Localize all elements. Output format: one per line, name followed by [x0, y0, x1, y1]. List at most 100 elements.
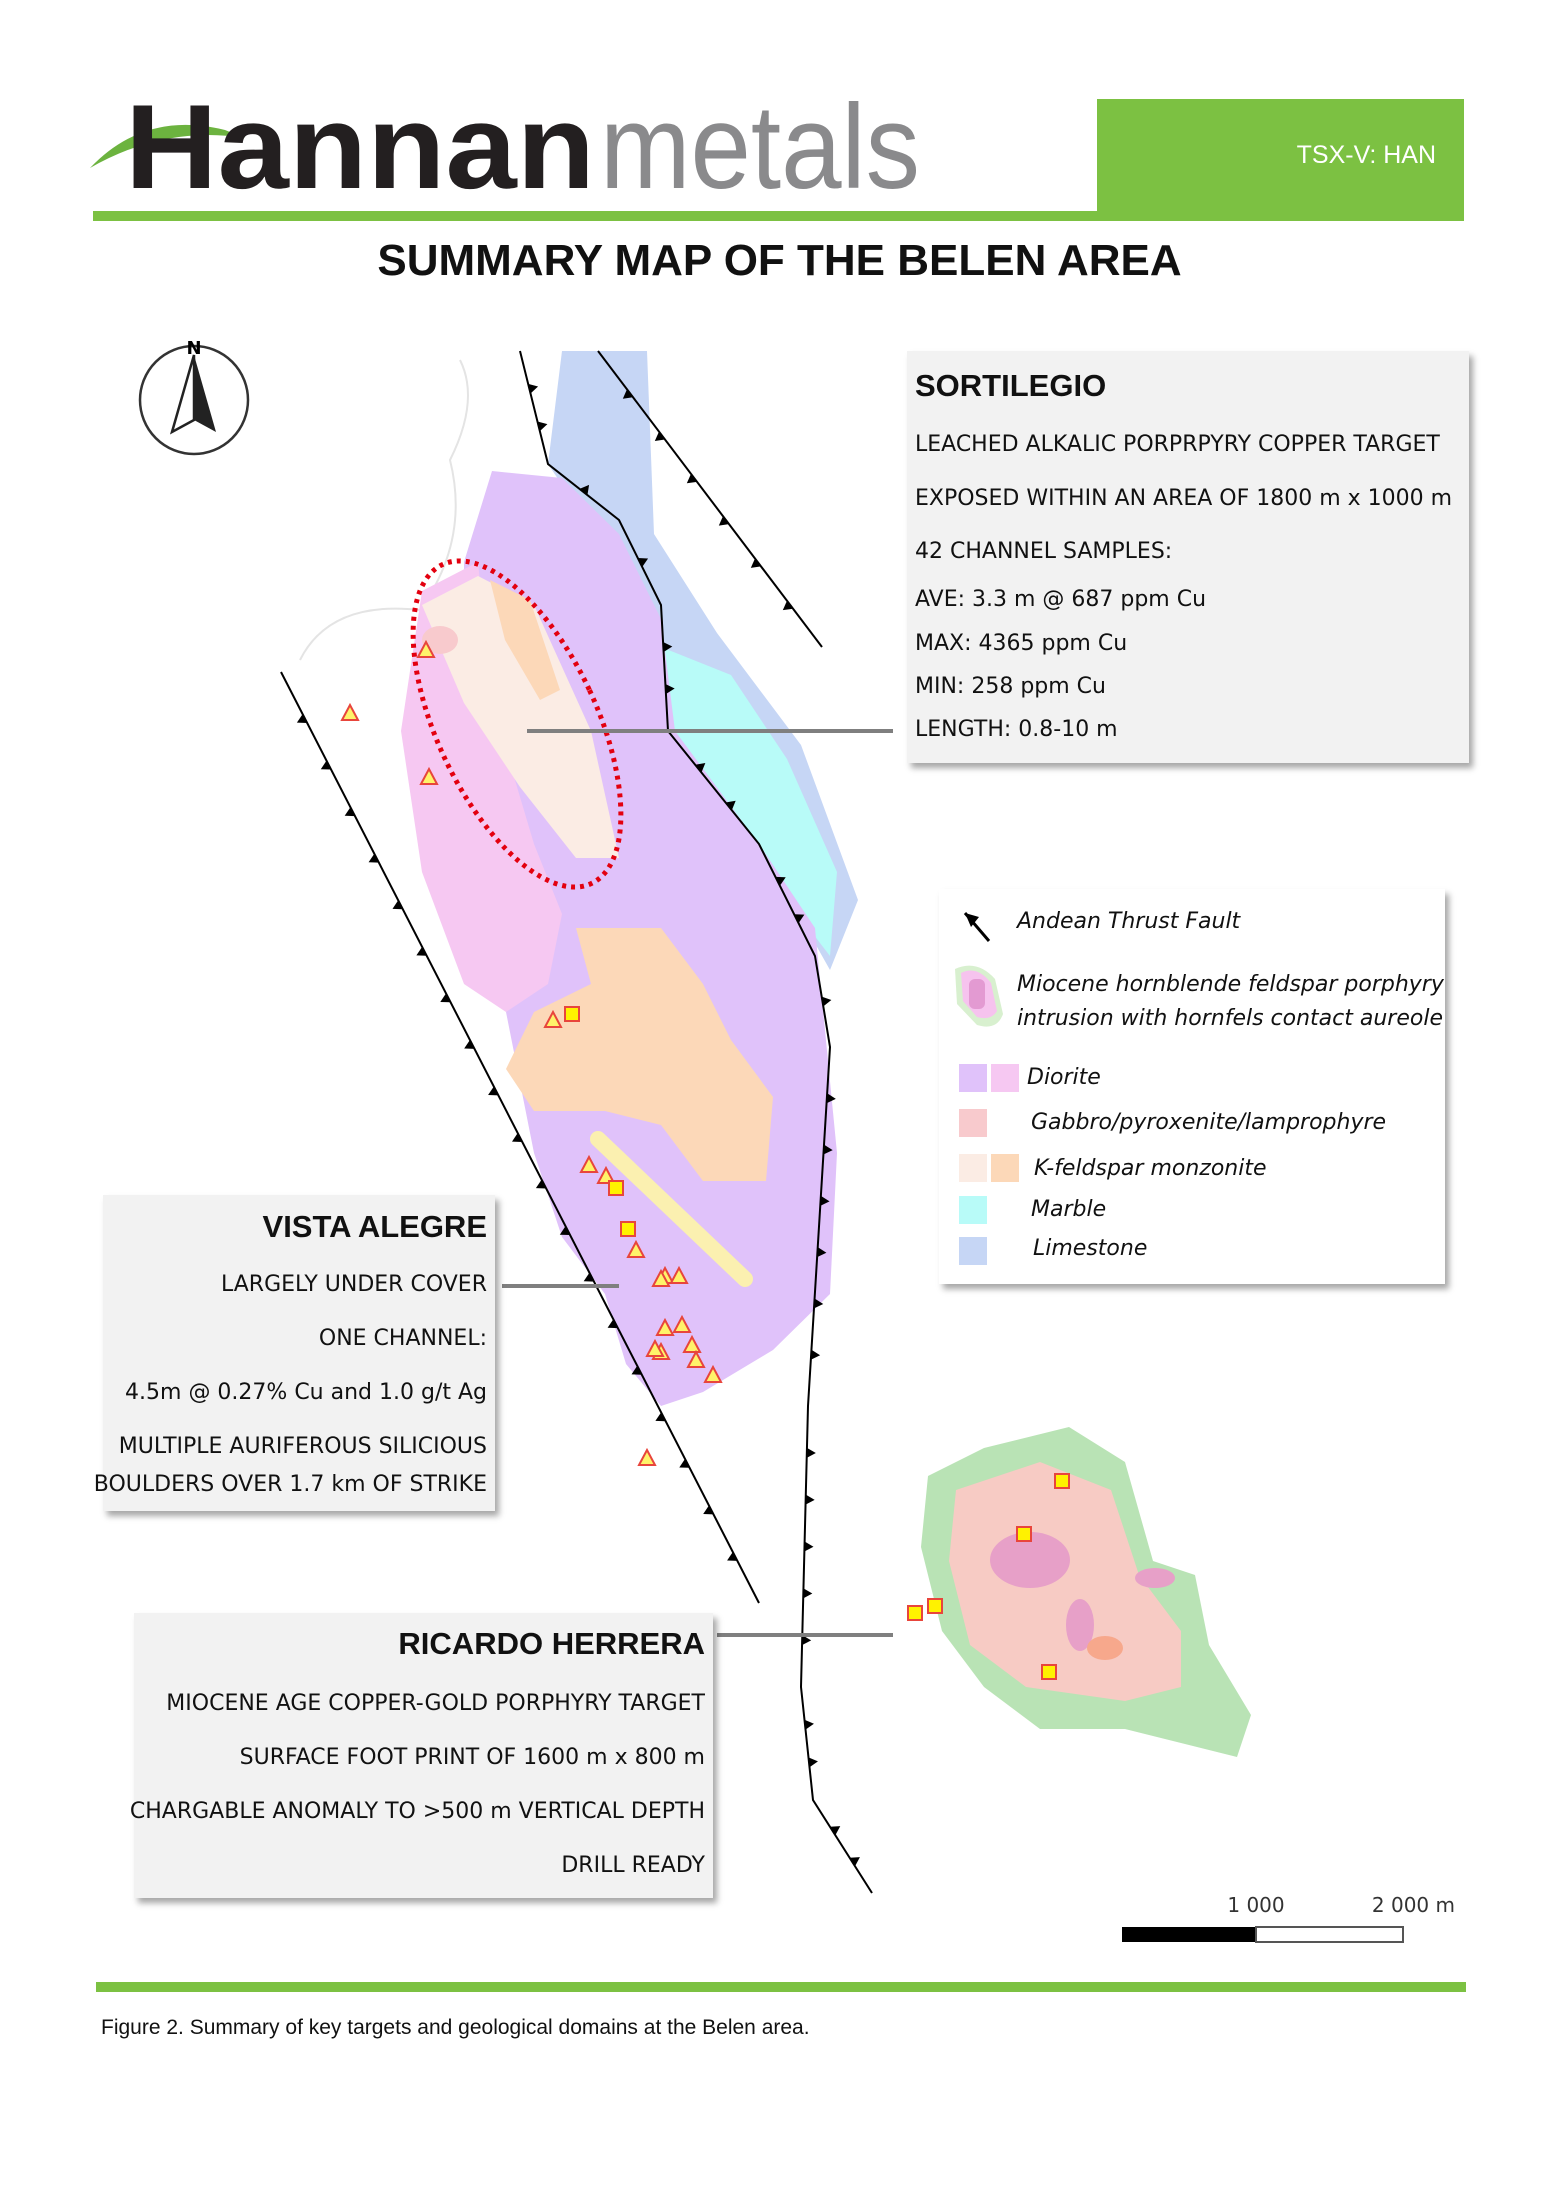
scale-bar-filled	[1122, 1927, 1256, 1942]
ricardo-herrera-line: CHARGABLE ANOMALY TO >500 m VERTICAL DEP…	[129, 1799, 705, 1824]
thrust-tick	[804, 1719, 814, 1730]
sample-square-marker	[1016, 1526, 1032, 1542]
legend-label: Miocene hornblende feldspar porphyry	[1017, 972, 1444, 997]
sortilegio-line: LEACHED ALKALIC PORPRPYRY COPPER TARGET	[915, 432, 1440, 457]
legend-label: K-feldspar monzonite	[1034, 1156, 1267, 1181]
sample-square-marker	[620, 1221, 636, 1237]
footer-rule	[96, 1982, 1466, 1992]
sortilegio-target-outline	[410, 558, 624, 890]
sample-square-marker	[564, 1006, 580, 1022]
thrust-tick	[703, 1505, 714, 1515]
vista-alegre-line: 4.5m @ 0.27% Cu and 1.0 g/t Ag	[125, 1380, 487, 1405]
sample-square-marker	[907, 1605, 923, 1621]
marble-unit	[661, 647, 837, 956]
channel-sample-marker	[637, 1447, 657, 1466]
thrust-tick	[782, 600, 794, 611]
thrust-tick	[296, 714, 308, 723]
channel-sample-marker	[596, 1165, 616, 1184]
thrust-tick	[829, 1826, 841, 1836]
k-feldspar-orange-swatch	[991, 1154, 1019, 1182]
sample-square-marker	[1054, 1473, 1070, 1489]
logo-swoosh-icon	[90, 124, 245, 168]
porphyry-core	[1135, 1568, 1175, 1588]
silicious-boulders-trend	[590, 1131, 753, 1287]
channel-sample-marker	[419, 766, 439, 785]
header-rule	[93, 211, 1464, 221]
ricardo-herrera-callout: RICARDO HERRERA MIOCENE AGE COPPER-GOLD …	[130, 1613, 713, 1898]
thrust-tick	[663, 642, 673, 652]
thrust-tick	[802, 1635, 812, 1646]
k-feldspar-orange-unit	[506, 928, 773, 1181]
thrust-tick	[805, 1494, 815, 1505]
thrust-tick	[320, 760, 332, 770]
gabbro-swatch	[959, 1109, 987, 1137]
thrust-tick	[528, 383, 539, 394]
thrust-tick	[579, 484, 590, 496]
logo-text-light: metals	[600, 90, 920, 200]
thrust-tick	[631, 1365, 642, 1375]
sample-square-marker	[927, 1598, 943, 1614]
thrust-tick	[750, 558, 762, 568]
porphyry-core	[1066, 1599, 1094, 1651]
thrust-tick	[344, 807, 355, 817]
porphyry-core	[1087, 1636, 1123, 1660]
scale-label-2000: 2 000 m	[1372, 1893, 1455, 1917]
sample-square-marker	[1041, 1664, 1057, 1680]
channel-sample-marker	[626, 1239, 646, 1258]
channel-sample-marker	[686, 1349, 706, 1368]
sortilegio-line: EXPOSED WITHIN AN AREA OF 1800 m x 1000 …	[915, 486, 1453, 511]
thrust-tick	[817, 1247, 827, 1258]
thrust-tick	[686, 473, 698, 484]
sortilegio-line: AVE: 3.3 m @ 687 ppm Cu	[915, 587, 1207, 612]
diorite-pink-unit	[401, 562, 562, 1012]
channel-sample-marker	[655, 1317, 675, 1336]
legend-label: Diorite	[1027, 1065, 1101, 1090]
channel-sample-marker	[651, 1268, 671, 1287]
scale-bar-empty	[1255, 1926, 1404, 1943]
gabbro-patch	[422, 626, 458, 654]
channel-sample-marker	[543, 1009, 563, 1028]
thrust-tick	[775, 876, 786, 886]
map-legend: Andean Thrust Fault Miocene hornblende f…	[939, 889, 1445, 1284]
limestone-swatch	[959, 1237, 987, 1265]
thrust-tick	[808, 1757, 818, 1768]
thrust-fault-line	[597, 350, 823, 648]
vista-alegre-line: BOULDERS OVER 1.7 km OF STRIKE	[93, 1472, 487, 1497]
thrust-fault-icon	[963, 912, 991, 942]
thrust-tick	[655, 1412, 666, 1422]
diorite-pink-swatch	[991, 1064, 1019, 1092]
channel-sample-marker	[579, 1154, 599, 1173]
ticker-label: TSX-V: HAN	[1296, 141, 1436, 169]
thrust-tick	[368, 853, 379, 863]
thrust-tick	[416, 946, 427, 956]
marble-swatch	[959, 1196, 987, 1224]
thrust-tick	[810, 1349, 821, 1360]
sortilegio-line: MAX: 4365 ppm Cu	[915, 631, 1128, 656]
vista-alegre-line: ONE CHANNEL:	[318, 1326, 487, 1351]
thrust-tick	[803, 1588, 813, 1599]
thrust-tick	[806, 1447, 816, 1458]
diorite-swatch	[959, 1064, 987, 1092]
hannan-metals-logo: Hannan metals	[90, 90, 920, 200]
channel-sample-marker	[416, 639, 436, 658]
thrust-tick	[665, 684, 675, 694]
thrust-tick	[535, 1179, 547, 1189]
legend-label: Gabbro/pyroxenite/lamprophyre	[1031, 1110, 1387, 1135]
thrust-tick	[725, 800, 736, 811]
sortilegio-title: SORTILEGIO	[915, 368, 1107, 403]
vista-alegre-callout: VISTA ALEGRE LARGELY UNDER COVER ONE CHA…	[94, 1195, 495, 1511]
channel-sample-marker	[703, 1364, 723, 1383]
thrust-tick	[511, 1133, 523, 1142]
thrust-tick	[559, 1226, 571, 1236]
thrust-tick	[679, 1458, 690, 1468]
sortilegio-line: MIN: 258 ppm Cu	[915, 674, 1106, 699]
thrust-tick	[718, 516, 730, 526]
logo-text-dark: Hannan	[125, 90, 595, 200]
thrust-tick	[826, 1093, 836, 1104]
thrust-tick	[804, 1541, 814, 1552]
sortilegio-callout: SORTILEGIO LEACHED ALKALIC PORPRPYRY COP…	[907, 351, 1469, 763]
ricardo-herrera-line: DRILL READY	[561, 1853, 705, 1878]
scale-label-1000: 1 000	[1227, 1893, 1284, 1917]
